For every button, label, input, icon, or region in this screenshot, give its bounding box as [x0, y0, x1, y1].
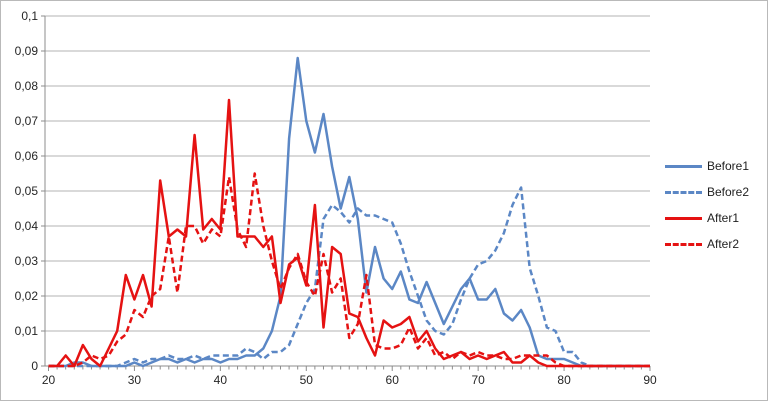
x-tick-label: 60	[386, 373, 400, 387]
legend-label-after2: After2	[707, 237, 740, 251]
legend-label-before2: Before2	[707, 185, 750, 199]
legend-label-after1: After1	[707, 211, 740, 225]
y-tick-label: 0,09	[15, 44, 39, 58]
legend-item-after1: After1	[665, 205, 765, 231]
chart-legend: Before1 Before2 After1 After2	[665, 153, 765, 257]
y-tick-label: 0,01	[15, 324, 39, 338]
x-tick-label: 50	[300, 373, 314, 387]
x-tick-label: 90	[643, 373, 657, 387]
y-tick-label: 0,07	[15, 114, 39, 128]
x-tick-label: 70	[471, 373, 485, 387]
y-tick-label: 0,06	[15, 149, 39, 163]
y-tick-label: 0,03	[15, 254, 39, 268]
legend-line-sample-after2	[665, 242, 702, 246]
legend-label-before1: Before1	[707, 159, 750, 173]
x-tick-label: 80	[557, 373, 571, 387]
legend-item-before2: Before2	[665, 179, 765, 205]
y-tick-label: 0,04	[15, 219, 39, 233]
y-tick-label: 0,02	[15, 289, 39, 303]
series-line-after2	[48, 172, 650, 368]
y-tick-label: 0	[31, 359, 38, 373]
x-tick-label: 30	[128, 373, 142, 387]
legend-item-after2: After2	[665, 231, 765, 257]
x-tick-label: 20	[42, 373, 56, 387]
legend-line-sample-before1	[665, 164, 702, 168]
series-line-before1	[48, 56, 650, 368]
y-tick-label: 0,1	[21, 9, 38, 23]
legend-item-before1: Before1	[665, 153, 765, 179]
legend-line-sample-after1	[665, 216, 702, 220]
legend-line-sample-before2	[665, 190, 702, 194]
series-line-after1	[48, 98, 650, 368]
x-tick-label: 40	[214, 373, 228, 387]
y-tick-label: 0,08	[15, 79, 39, 93]
y-tick-label: 0,05	[15, 184, 39, 198]
series-line-before2	[48, 186, 650, 368]
